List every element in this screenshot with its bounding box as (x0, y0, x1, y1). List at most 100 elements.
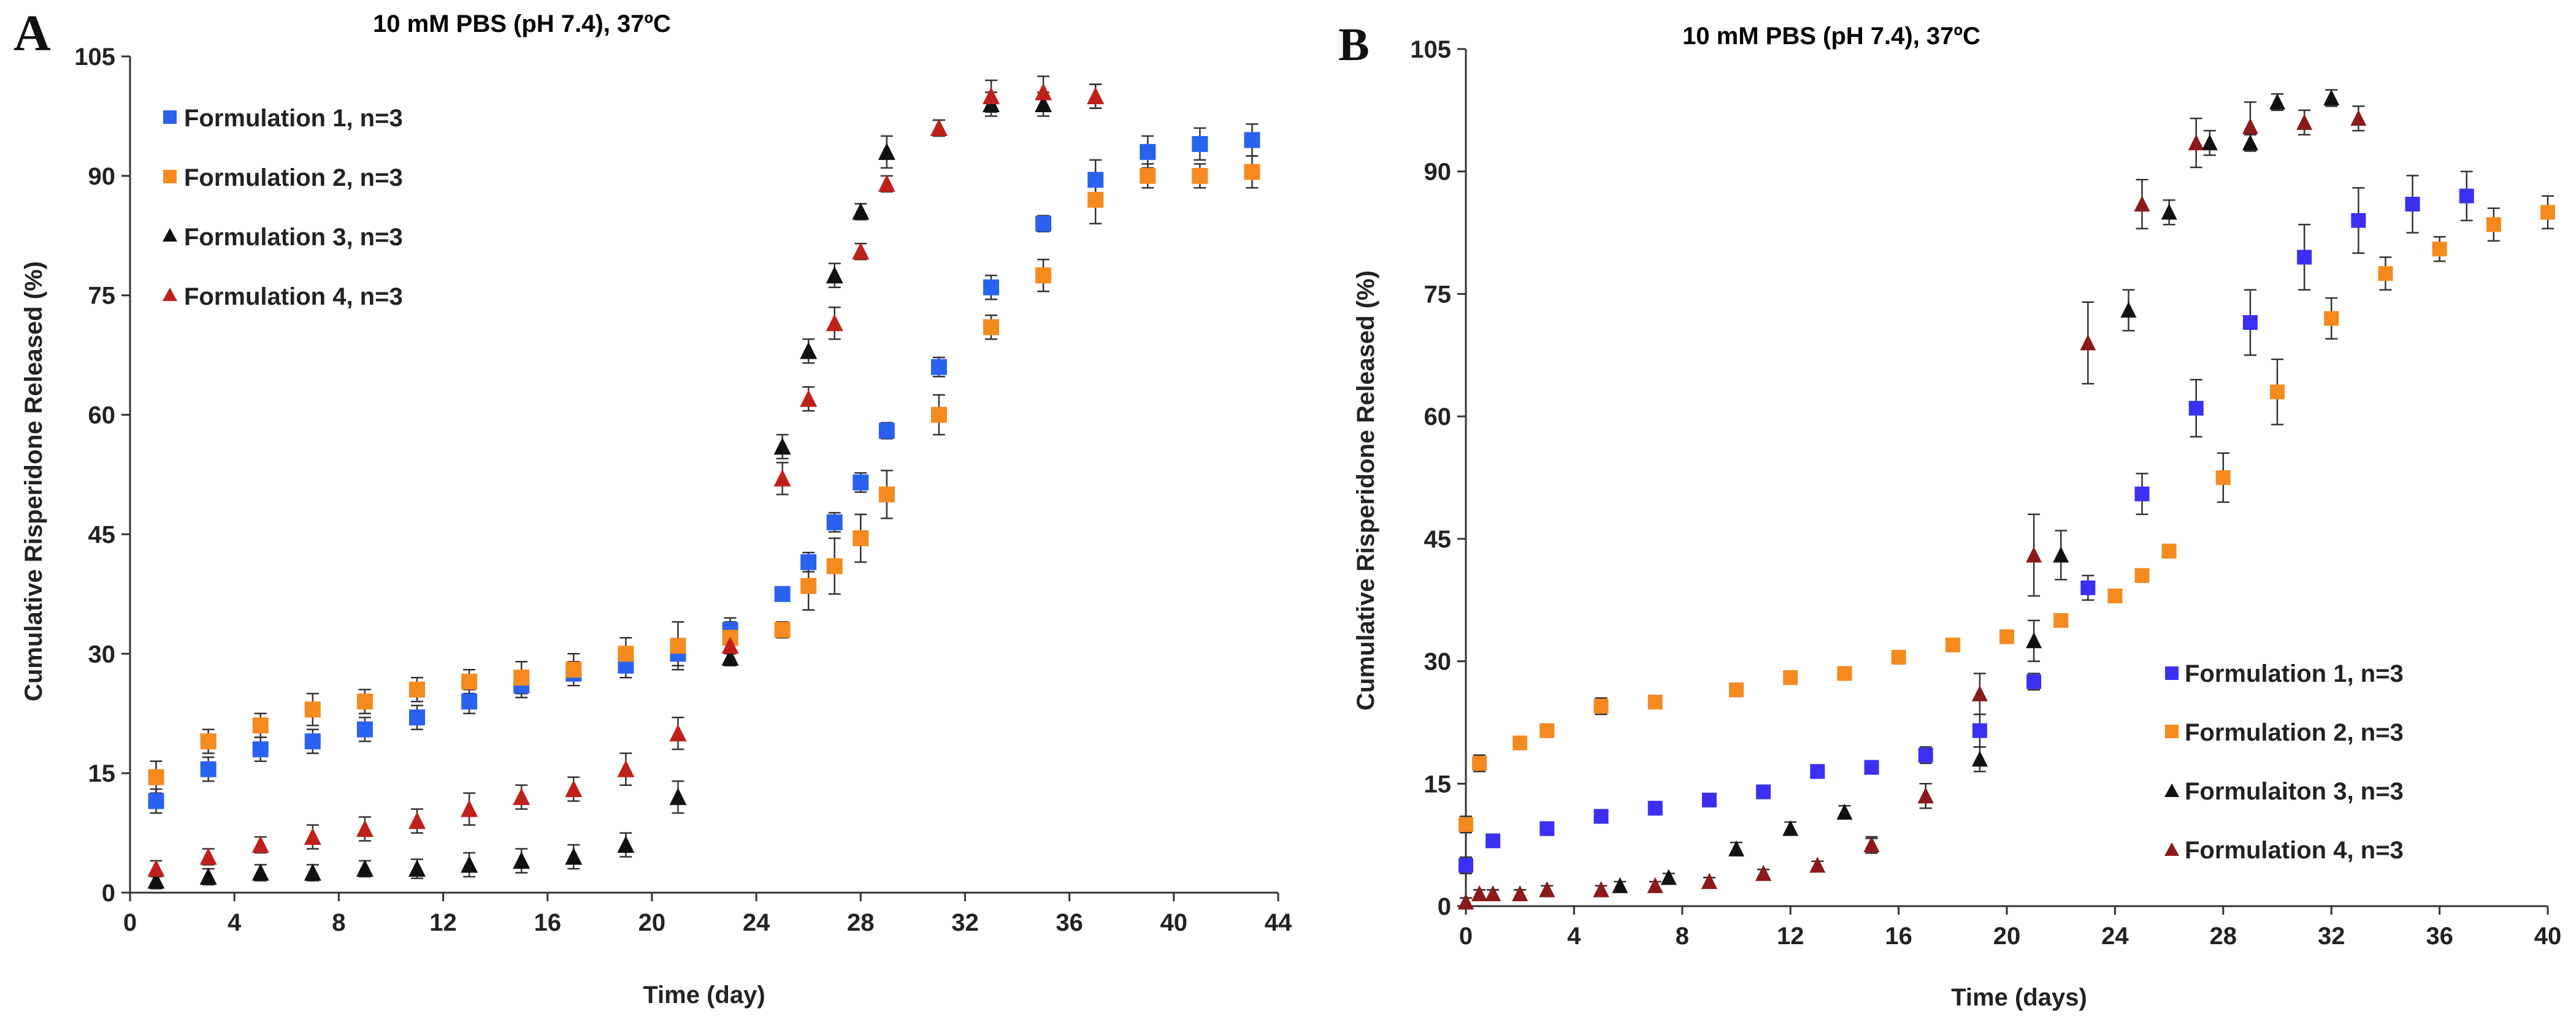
data-point-series-1 (1192, 135, 1208, 152)
panel-label-a: A (13, 5, 51, 62)
data-point-series-1 (252, 741, 269, 758)
data-point-series-1 (1864, 760, 1879, 775)
legend-label-formulation-2: Formulation 2, n=3 (184, 164, 403, 191)
data-point-series-2 (983, 319, 999, 335)
data-point-series-3 (251, 863, 269, 881)
data-point-series-4 (826, 314, 843, 332)
data-point-series-2 (2540, 205, 2555, 220)
chart-title-b: 10 mM PBS (pH 7.4), 37ºC (1682, 23, 1980, 50)
data-point-series-1 (1244, 132, 1260, 148)
data-point-series-3 (1660, 869, 1677, 885)
data-point-series-4 (356, 820, 374, 837)
data-point-series-1 (2242, 315, 2258, 330)
data-point-series-1 (1972, 723, 1987, 738)
data-point-series-1 (1140, 143, 1156, 160)
data-point-series-2 (1837, 666, 1852, 681)
data-point-series-1 (1485, 833, 1501, 849)
y-tick-label: 0 (1438, 893, 1451, 920)
x-tick-label: 36 (2426, 923, 2453, 950)
data-point-series-4 (773, 469, 791, 487)
data-point-series-3 (1728, 840, 1744, 856)
data-point-series-3 (2201, 134, 2218, 151)
data-point-series-4 (617, 760, 635, 777)
data-point-series-4 (1539, 881, 1555, 898)
data-point-series-4 (721, 636, 739, 654)
data-point-series-3 (565, 847, 583, 865)
data-point-series-3 (2026, 632, 2042, 649)
data-point-series-1 (878, 422, 895, 439)
data-point-series-4 (1087, 86, 1105, 104)
data-point-series-2 (1512, 735, 1528, 750)
data-point-series-2 (2053, 613, 2069, 628)
data-point-series-4 (1458, 893, 1474, 910)
data-point-series-2 (2378, 266, 2393, 281)
data-point-series-4 (1863, 836, 1880, 853)
data-point-series-2 (1647, 695, 1663, 710)
data-point-series-4 (1035, 83, 1052, 101)
legend-label-formulation-3: Formulation 3, n=3 (184, 224, 403, 251)
data-point-series-1 (2297, 250, 2312, 265)
data-point-series-2 (853, 530, 869, 546)
data-point-series-2 (826, 558, 843, 574)
data-point-series-1 (200, 761, 217, 777)
panel-b: B 10 mM PBS (pH 7.4), 37ºC Cumulative Ri… (1338, 19, 2561, 1011)
data-point-series-2 (513, 670, 530, 686)
data-point-series-2 (1593, 698, 1609, 714)
data-point-series-4 (2134, 195, 2150, 212)
data-point-series-2 (2270, 384, 2285, 400)
y-tick-label: 75 (1424, 281, 1452, 308)
x-tick-label: 20 (638, 909, 666, 936)
data-point-series-4 (1917, 787, 1934, 804)
y-tick-label: 90 (1424, 159, 1452, 186)
y-tick-label: 30 (88, 641, 116, 668)
data-point-series-3 (356, 860, 374, 877)
x-ticks-a: 0 4 8 12 16 20 24 28 32 36 40 44 (123, 893, 1292, 936)
data-point-series-2 (2107, 589, 2123, 604)
x-tick-label: 4 (228, 909, 242, 936)
data-point-series-3 (826, 266, 843, 284)
data-point-series-1 (148, 793, 164, 809)
y-tick-label: 0 (102, 880, 115, 907)
y-axis-label-a: Cumulative Risperidone Released (%) (20, 261, 47, 701)
legend-label-formulation-3: Formulaiton 3, n=3 (2185, 778, 2404, 805)
panel-a: A 10 mM PBS (pH 7.4), 37ºC Cumulative Ri… (13, 5, 1292, 1009)
x-tick-label: 16 (1885, 923, 1912, 950)
data-point-series-3 (304, 863, 321, 881)
data-point-series-2 (565, 662, 582, 678)
data-point-series-3 (147, 871, 165, 889)
legend-marker-formulation-2 (163, 170, 177, 183)
data-point-series-4 (461, 799, 478, 817)
data-point-series-1 (1647, 801, 1663, 816)
data-point-series-4 (2350, 110, 2367, 126)
data-point-series-2 (618, 646, 634, 662)
y-axis-label-b: Cumulative Risperidone Released (%) (1352, 270, 1379, 711)
x-tick-label: 8 (332, 909, 345, 936)
legend-label-formulation-4: Formulation 4, n=3 (184, 283, 403, 310)
data-point-series-3 (2242, 134, 2258, 151)
data-point-series-2 (1945, 637, 1960, 652)
data-point-series-2 (878, 486, 895, 503)
data-point-series-1 (983, 279, 999, 296)
data-point-series-2 (1244, 164, 1260, 180)
legend-item: Formulation 1, n=3 (2165, 660, 2404, 687)
data-point-series-3 (2323, 89, 2340, 105)
data-point-series-3 (2161, 204, 2177, 220)
data-point-series-4 (669, 724, 687, 742)
data-point-series-1 (356, 721, 373, 738)
x-tick-label: 24 (2101, 923, 2129, 950)
legend-marker-formulation-1 (2165, 666, 2179, 680)
data-point-series-4 (2080, 334, 2096, 351)
legend-item: Formulation 1, n=3 (163, 105, 403, 132)
x-tick-label: 40 (2534, 923, 2562, 950)
y-tick-label: 45 (1424, 526, 1452, 553)
data-point-series-2 (1459, 817, 1473, 832)
data-point-series-4 (983, 86, 1000, 104)
data-point-series-4 (304, 828, 321, 845)
points-b (1458, 89, 2555, 910)
data-point-series-2 (2134, 568, 2150, 583)
x-tick-label: 28 (847, 909, 875, 936)
data-point-series-2 (1035, 267, 1052, 284)
y-tick-label: 105 (1410, 36, 1451, 63)
x-tick-label: 24 (743, 909, 770, 936)
data-point-series-2 (461, 673, 478, 690)
